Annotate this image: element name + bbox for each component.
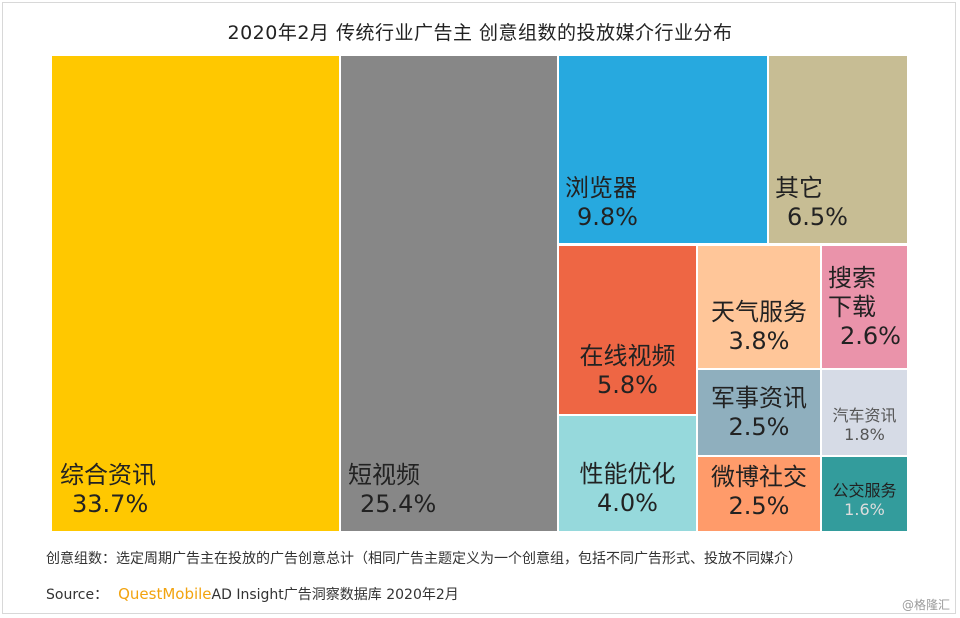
tile-value: 9.8% — [577, 202, 638, 231]
tile-label: 天气服务 3.8% — [698, 298, 820, 356]
tile-label: 性能优化 4.0% — [559, 460, 696, 518]
tile-name: 微博社交 — [711, 463, 807, 491]
footnote: 创意组数：选定周期广告主在投放的广告创意总计（相同广告主题定义为一个创意组，包括… — [46, 551, 802, 567]
tile-value: 2.5% — [728, 491, 790, 520]
tile-name: 公交服务 — [832, 481, 897, 500]
tile-name: 汽车资讯 — [832, 406, 897, 425]
tile-name: 浏览器 — [565, 174, 637, 202]
treemap-tile: 汽车资讯 1.8% — [822, 370, 907, 455]
treemap-tile: 其它 6.5% — [769, 56, 907, 243]
tile-value: 4.0% — [597, 488, 658, 517]
tile-label: 搜索 下载 2.6% — [828, 264, 901, 350]
source-rest: AD Insight广告洞察数据库 2020年2月 — [211, 587, 459, 603]
tile-name: 其它 — [775, 174, 823, 202]
treemap-tile: 天气服务 3.8% — [698, 246, 820, 368]
tile-name: 军事资讯 — [711, 384, 807, 412]
treemap-tile: 搜索 下载 2.6% — [822, 246, 907, 368]
tile-name: 短视频 — [348, 461, 420, 489]
chart-title: 2020年2月 传统行业广告主 创意组数的投放媒介行业分布 — [227, 22, 733, 44]
tile-value: 2.6% — [840, 321, 901, 350]
tile-value: 25.4% — [360, 489, 437, 518]
tile-value: 2.5% — [728, 412, 790, 441]
tile-label: 浏览器 9.8% — [565, 174, 638, 232]
tile-name: 搜索 — [828, 264, 876, 292]
treemap-tile: 综合资讯 33.7% — [52, 56, 339, 531]
tile-name: 性能优化 — [579, 460, 676, 488]
tile-label: 综合资讯 33.7% — [60, 461, 156, 519]
treemap-tile: 性能优化 4.0% — [559, 416, 696, 531]
tile-value: 6.5% — [787, 202, 848, 231]
tile-name: 天气服务 — [711, 298, 807, 326]
tile-value: 5.8% — [597, 370, 658, 399]
tile-value: 1.8% — [844, 425, 885, 445]
treemap-tile: 军事资讯 2.5% — [698, 370, 820, 455]
treemap-tile: 在线视频 5.8% — [559, 246, 696, 414]
tile-label: 其它 6.5% — [775, 174, 848, 232]
source-prefix: Source： — [46, 587, 109, 603]
tile-label: 在线视频 5.8% — [559, 342, 696, 400]
tile-value: 33.7% — [72, 489, 149, 518]
tile-label: 微博社交 2.5% — [698, 463, 820, 521]
tile-name: 在线视频 — [579, 342, 676, 370]
tile-label: 军事资讯 2.5% — [698, 384, 820, 442]
tile-name: 下载 — [828, 292, 876, 321]
tile-label: 短视频 25.4% — [348, 461, 436, 519]
tile-label: 公交服务 1.6% — [822, 481, 907, 519]
source-brand: QuestMobile — [118, 585, 212, 603]
treemap-tile: 公交服务 1.6% — [822, 457, 907, 531]
source-line: Source： QuestMobileAD Insight广告洞察数据库 202… — [46, 584, 459, 604]
tile-label: 汽车资讯 1.8% — [822, 406, 907, 444]
treemap-tile: 短视频 25.4% — [341, 56, 557, 531]
watermark: @格隆汇 — [901, 598, 950, 612]
treemap-tile: 微博社交 2.5% — [698, 457, 820, 531]
tile-name: 综合资讯 — [60, 461, 156, 489]
tile-value: 3.8% — [728, 326, 790, 355]
tile-value: 1.6% — [844, 500, 885, 520]
treemap-tile: 浏览器 9.8% — [559, 56, 767, 243]
